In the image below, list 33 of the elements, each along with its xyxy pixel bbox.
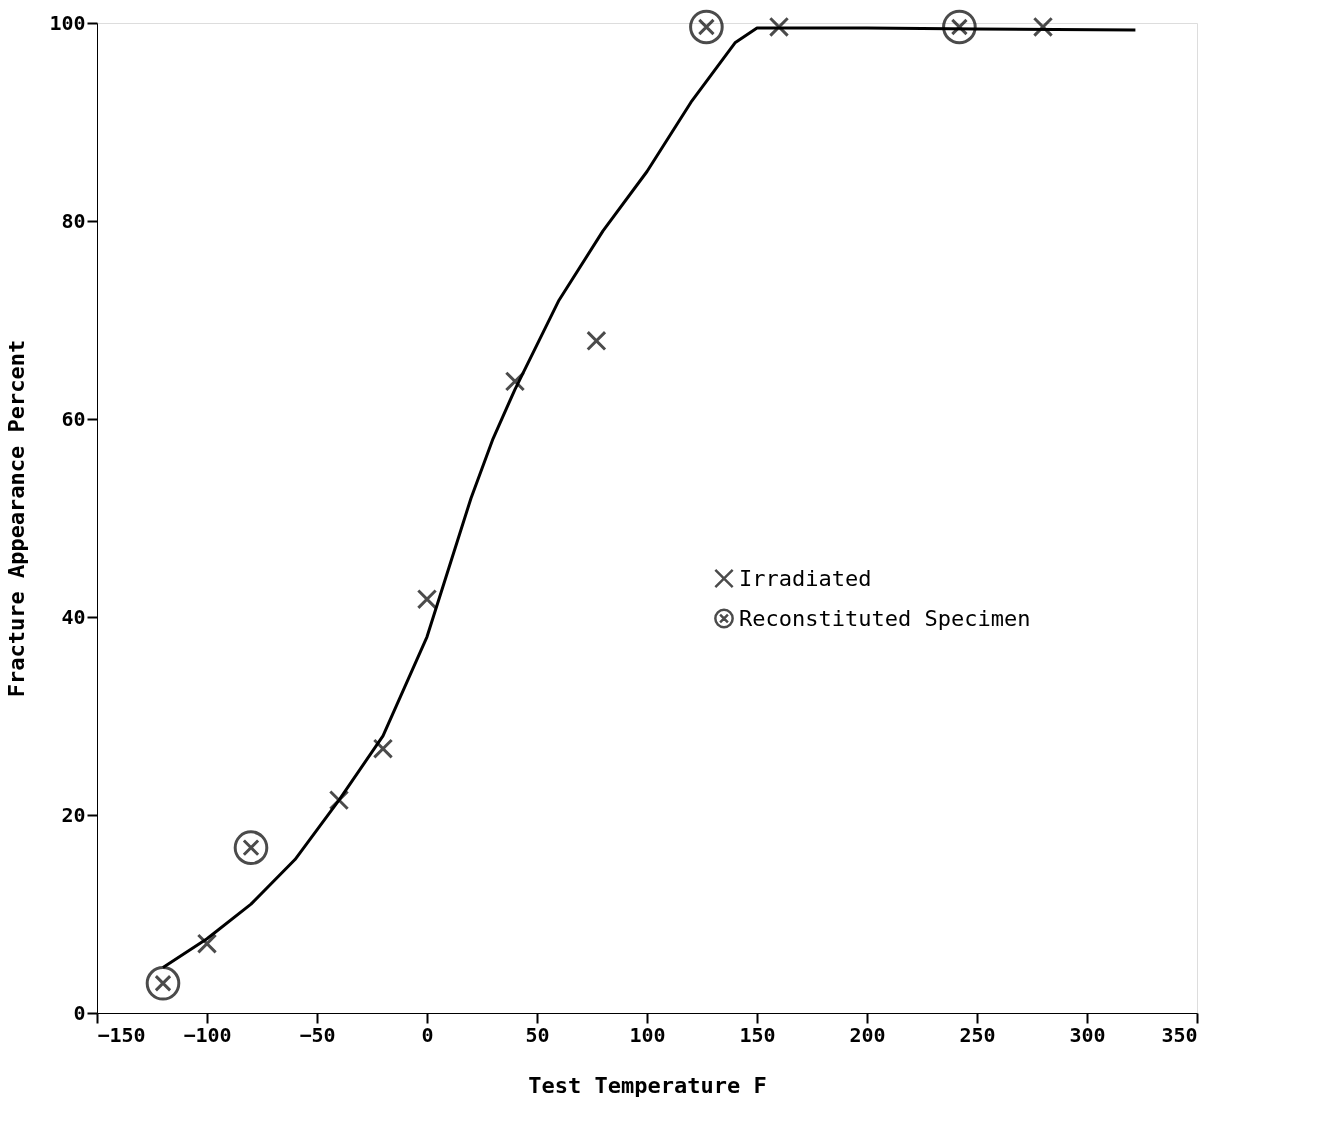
point	[196, 933, 218, 954]
y-tick-label: 0	[73, 1000, 86, 1025]
x-tick-label: 300	[1069, 1022, 1106, 1047]
x-tick-label: −150	[97, 1022, 146, 1047]
x-tick-label: 200	[849, 1022, 886, 1047]
point	[689, 9, 724, 45]
x-tick-label: 0	[421, 1022, 434, 1047]
x-tick-label: 150	[739, 1022, 776, 1047]
point	[504, 371, 526, 392]
x-tick-label: −100	[183, 1022, 232, 1047]
point	[768, 16, 790, 38]
y-tick-label: 40	[61, 604, 86, 629]
y-axis-title: Fracture Appearance Percent	[4, 339, 30, 698]
x-tick-label: −50	[299, 1022, 336, 1047]
y-tick-label: 60	[61, 406, 86, 431]
point	[586, 330, 607, 351]
x-axis-title: Test Temperature F	[528, 1072, 767, 1098]
x-tick-label: 50	[525, 1022, 550, 1047]
point	[233, 830, 269, 865]
legend-label: Reconstituted Specimen	[739, 605, 1031, 631]
point	[416, 589, 438, 610]
point	[328, 789, 350, 811]
point	[145, 965, 181, 1001]
x-tick-label: 350	[1161, 1022, 1198, 1047]
x-tick-label: 250	[959, 1022, 996, 1047]
point	[1032, 16, 1054, 38]
x-tick-label: 100	[629, 1022, 666, 1047]
legend-label: Irradiated	[739, 565, 872, 591]
y-tick-label: 100	[49, 10, 86, 35]
point	[372, 738, 394, 759]
y-tick-label: 80	[61, 208, 86, 233]
point	[942, 9, 977, 45]
y-tick-label: 20	[61, 802, 86, 827]
